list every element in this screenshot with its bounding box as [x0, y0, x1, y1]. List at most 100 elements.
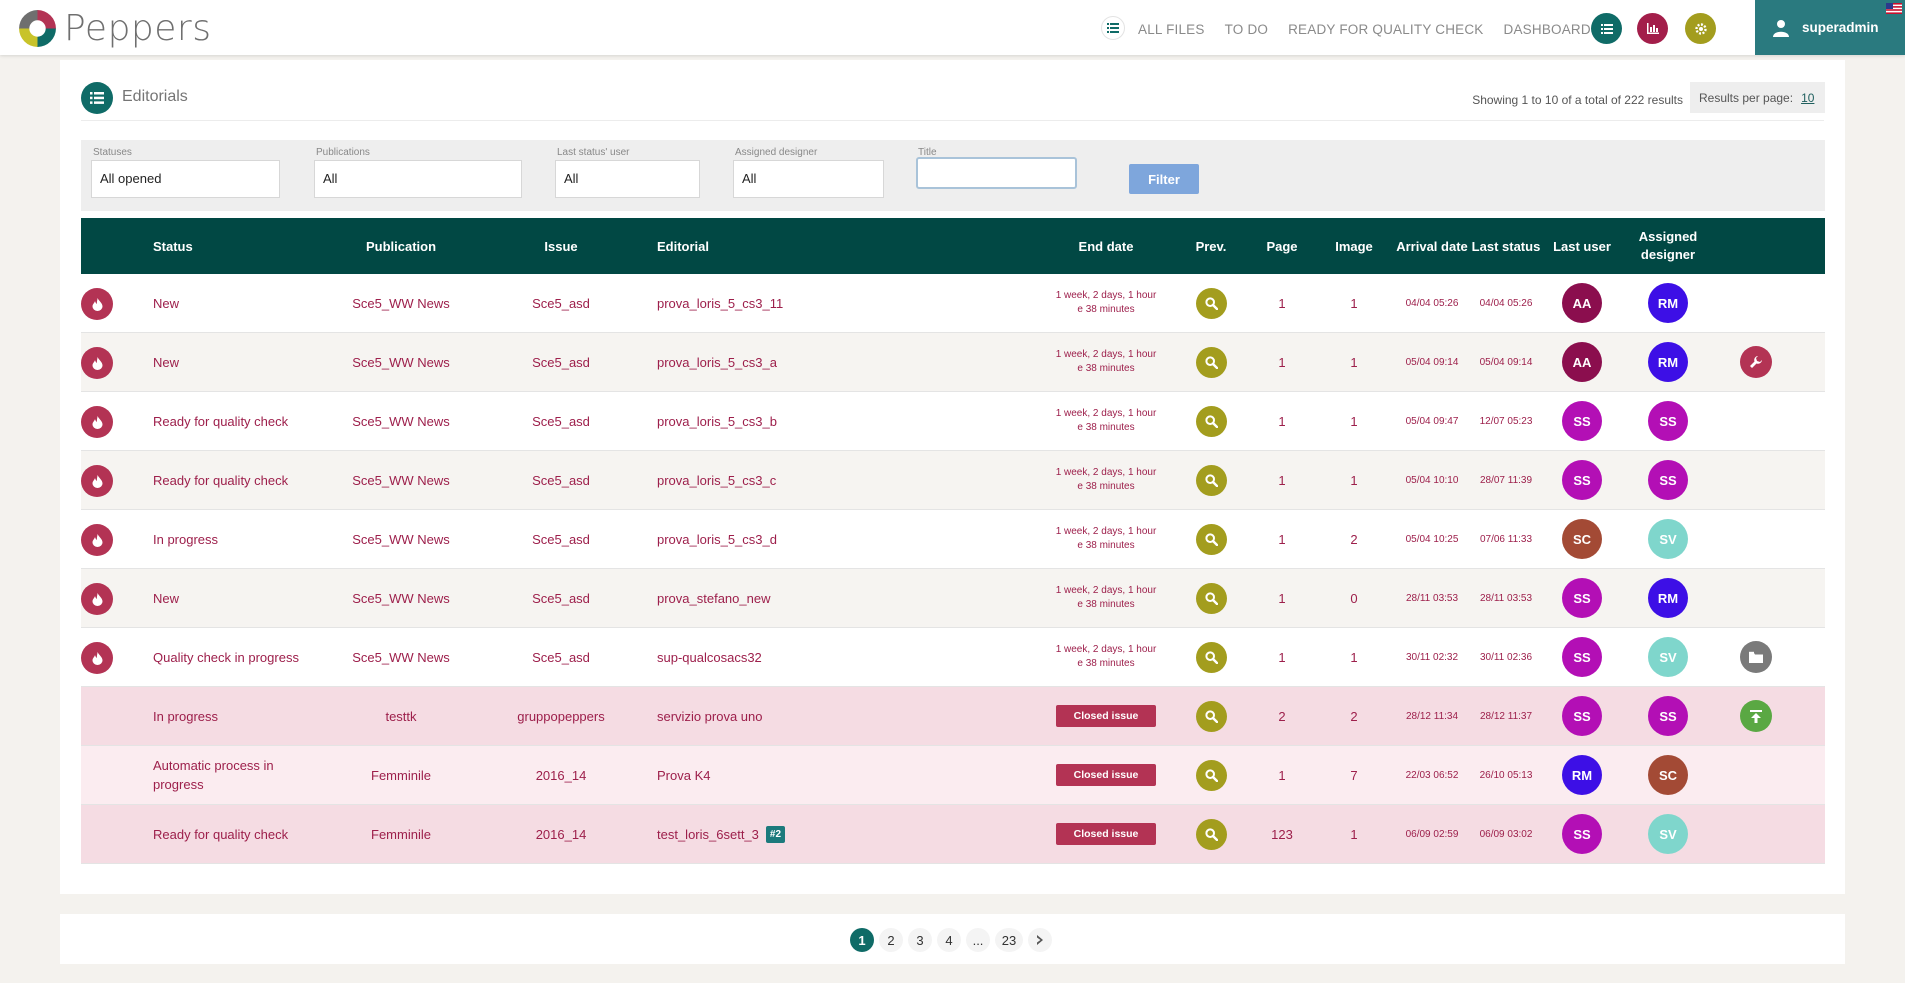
row-editorial-title[interactable]: prova_loris_5_cs3_a — [657, 354, 777, 370]
title-filter-input[interactable] — [916, 157, 1077, 189]
page-3-button[interactable]: 3 — [908, 928, 932, 952]
row-editorial-title[interactable]: servizio prova uno — [657, 708, 763, 724]
designer-avatar[interactable]: RM — [1648, 283, 1688, 323]
priority-button[interactable] — [81, 642, 113, 674]
last-user-avatar[interactable]: SS — [1562, 401, 1602, 441]
row-editorial-title[interactable]: prova_loris_5_cs3_d — [657, 531, 777, 547]
priority-button[interactable] — [81, 288, 113, 320]
col-assigned-designer[interactable]: Assigned designer — [1638, 229, 1698, 262]
row-editorial-title[interactable]: prova_loris_5_cs3_b — [657, 413, 777, 429]
priority-button[interactable] — [81, 347, 113, 379]
preview-button[interactable] — [1195, 818, 1227, 850]
row-editorial-title[interactable]: prova_loris_5_cs3_c — [657, 472, 777, 488]
last-user-avatar[interactable]: SC — [1562, 519, 1602, 559]
publications-select[interactable]: All — [314, 160, 522, 198]
table-row[interactable]: New Sce5_WW News Sce5_asd prova_stefano_new… — [81, 569, 1825, 628]
row-editorial[interactable]: prova_loris_5_cs3_c — [657, 451, 776, 509]
table-row[interactable]: New Sce5_WW News Sce5_asd prova_loris_5_cs3… — [81, 274, 1825, 333]
col-page[interactable]: Page — [1266, 238, 1298, 254]
designer-avatar[interactable]: SV — [1648, 814, 1688, 854]
row-editorial[interactable]: prova_loris_5_cs3_a — [657, 333, 777, 391]
preview-button[interactable] — [1195, 287, 1227, 319]
row-editorial-title[interactable]: test_loris_6sett_3 — [657, 826, 759, 842]
designer-avatar[interactable]: SS — [1648, 401, 1688, 441]
preview-button[interactable] — [1195, 346, 1227, 378]
page-2-button[interactable]: 2 — [879, 928, 903, 952]
settings-button[interactable] — [1685, 13, 1716, 44]
priority-button[interactable] — [81, 406, 113, 438]
last-status-user-select[interactable]: All — [555, 160, 700, 198]
row-editorial-title[interactable]: prova_loris_5_cs3_11 — [657, 295, 784, 311]
col-end-date[interactable]: End date — [1078, 238, 1134, 254]
table-row[interactable]: Ready for quality check Femminile 2016_14 t… — [81, 805, 1825, 864]
row-editorial[interactable]: prova_loris_5_cs3_b — [657, 392, 777, 450]
assigned-designer-select[interactable]: All — [733, 160, 884, 198]
archive-button[interactable] — [1740, 641, 1772, 673]
nav-list-icon[interactable] — [1101, 16, 1125, 40]
last-user-avatar[interactable]: SS — [1562, 637, 1602, 677]
col-issue[interactable]: Issue — [544, 238, 578, 254]
col-publication[interactable]: Publication — [365, 238, 437, 254]
row-editorial-title[interactable]: prova_stefano_new — [657, 590, 771, 606]
nav-all-files[interactable]: ALL FILES — [1138, 22, 1205, 37]
row-editorial[interactable]: prova_loris_5_cs3_d — [657, 510, 777, 568]
table-row[interactable]: Ready for quality check Sce5_WW News Sce5_… — [81, 392, 1825, 451]
col-status[interactable]: Status — [153, 238, 193, 254]
preview-button[interactable] — [1195, 464, 1227, 496]
table-row[interactable]: Ready for quality check Sce5_WW News Sce5_… — [81, 451, 1825, 510]
preview-button[interactable] — [1195, 700, 1227, 732]
table-row[interactable]: In progress Sce5_WW News Sce5_asd prova_lor… — [81, 510, 1825, 569]
col-image[interactable]: Image — [1335, 238, 1373, 254]
table-row[interactable]: In progress testtk gruppopeppers servizio p… — [81, 687, 1825, 746]
nav-to-do[interactable]: TO DO — [1224, 22, 1269, 37]
preview-button[interactable] — [1195, 405, 1227, 437]
page-23-button[interactable]: 23 — [995, 928, 1023, 952]
designer-avatar[interactable]: SC — [1648, 755, 1688, 795]
designer-avatar[interactable]: RM — [1648, 342, 1688, 382]
filter-button[interactable]: Filter — [1129, 164, 1199, 194]
row-editorial[interactable]: servizio prova uno — [657, 687, 763, 745]
preview-button[interactable] — [1195, 523, 1227, 555]
col-arrival-date[interactable]: Arrival date — [1396, 238, 1468, 254]
last-user-avatar[interactable]: AA — [1562, 342, 1602, 382]
designer-avatar[interactable]: RM — [1648, 578, 1688, 618]
row-editorial-title[interactable]: Prova K4 — [657, 767, 711, 783]
designer-avatar[interactable]: SS — [1648, 696, 1688, 736]
designer-avatar[interactable]: SV — [1648, 637, 1688, 677]
row-editorial[interactable]: sup-qualcosacs32 — [657, 628, 762, 686]
tools-button[interactable] — [1740, 346, 1772, 378]
nav-dashboard[interactable]: DASHBOARD — [1503, 22, 1591, 37]
row-editorial[interactable]: prova_loris_5_cs3_11 — [657, 274, 783, 332]
designer-avatar[interactable]: SV — [1648, 519, 1688, 559]
nav-ready-for-quality-check[interactable]: READY FOR QUALITY CHECK — [1288, 22, 1484, 37]
preview-button[interactable] — [1195, 582, 1227, 614]
row-editorial-title[interactable]: sup-qualcosacs32 — [657, 649, 762, 665]
row-editorial[interactable]: Prova K4 — [657, 746, 710, 804]
last-user-avatar[interactable]: RM — [1562, 755, 1602, 795]
last-user-avatar[interactable]: SS — [1562, 460, 1602, 500]
logo[interactable]: Peppers — [17, 8, 211, 49]
row-editorial[interactable]: prova_stefano_new — [657, 569, 770, 627]
last-user-avatar[interactable]: AA — [1562, 283, 1602, 323]
preview-button[interactable] — [1195, 759, 1227, 791]
priority-button[interactable] — [81, 524, 113, 556]
preview-button[interactable] — [1195, 641, 1227, 673]
col-last-status[interactable]: Last status — [1471, 238, 1541, 254]
table-row[interactable]: Quality check in progress Sce5_WW News Sce… — [81, 628, 1825, 687]
last-user-avatar[interactable]: SS — [1562, 578, 1602, 618]
col-editorial[interactable]: Editorial — [657, 238, 710, 254]
page-1-button[interactable]: 1 — [850, 928, 874, 952]
priority-button[interactable] — [81, 583, 113, 615]
us-flag-icon[interactable] — [1886, 3, 1902, 14]
table-row[interactable]: Automatic process in progress Femminile 20… — [81, 746, 1825, 805]
upload-button[interactable] — [1740, 700, 1772, 732]
statuses-select[interactable]: All opened — [91, 160, 280, 198]
next-page-button[interactable] — [1028, 928, 1052, 952]
last-user-avatar[interactable]: SS — [1562, 696, 1602, 736]
stats-button[interactable] — [1637, 13, 1668, 44]
list-view-button[interactable] — [1591, 13, 1622, 44]
col-last-user[interactable]: Last user — [1553, 238, 1611, 254]
page-4-button[interactable]: 4 — [937, 928, 961, 952]
designer-avatar[interactable]: SS — [1648, 460, 1688, 500]
row-editorial[interactable]: test_loris_6sett_3 #2 — [657, 805, 786, 863]
